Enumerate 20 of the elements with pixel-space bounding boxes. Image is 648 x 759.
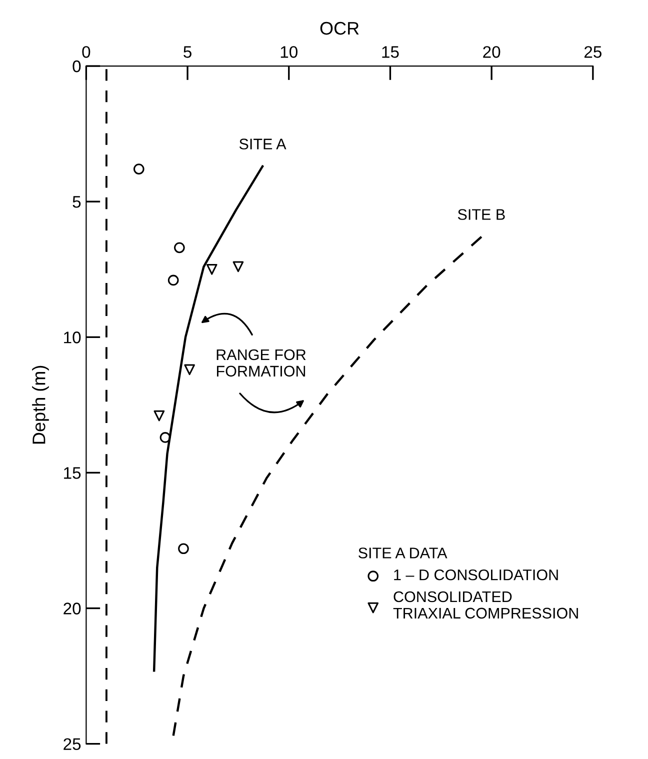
legend-title: SITE A DATA: [358, 548, 448, 558]
annotation: RANGE FOR FORMATION: [216, 349, 306, 377]
series-label: SITE A: [239, 138, 286, 150]
x-tick-label: 5: [184, 46, 192, 58]
x-tick-label: 10: [280, 46, 298, 58]
x-tick-label: 15: [382, 46, 399, 58]
y-tick-label: 25: [64, 738, 81, 750]
series-label: SITE B: [458, 209, 505, 220]
x-axis-title: OCR: [320, 22, 359, 35]
y-axis-title: Depth (m): [32, 366, 49, 444]
y-tick-label: 10: [64, 332, 81, 344]
y-tick-label: 5: [72, 196, 81, 208]
y-tick-label: 15: [64, 467, 81, 479]
x-tick-label: 20: [483, 46, 500, 58]
y-tick-label: 0: [72, 60, 81, 72]
legend-label: 1 – D CONSOLIDATION: [394, 569, 558, 580]
x-tick-label: 0: [82, 46, 90, 58]
x-tick-label: 25: [584, 46, 602, 58]
y-tick-label: 20: [64, 602, 81, 614]
legend-label: CONSOLIDATED TRIAXIAL COMPRESSION: [393, 591, 578, 619]
